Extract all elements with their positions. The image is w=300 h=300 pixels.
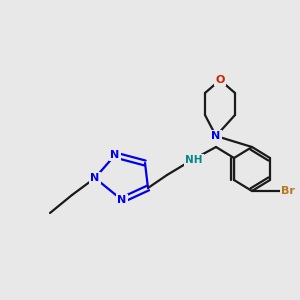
Text: N: N bbox=[90, 173, 100, 183]
Text: O: O bbox=[215, 75, 225, 85]
Text: N: N bbox=[110, 150, 120, 160]
Text: Br: Br bbox=[281, 186, 295, 196]
Text: N: N bbox=[117, 195, 127, 205]
Text: N: N bbox=[212, 131, 220, 141]
Text: NH: NH bbox=[185, 155, 203, 165]
